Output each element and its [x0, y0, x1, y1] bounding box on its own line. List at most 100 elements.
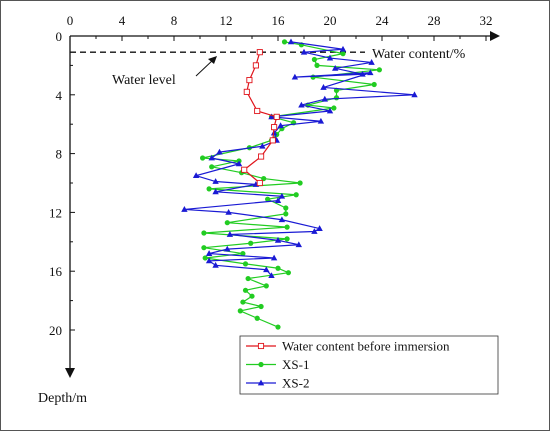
y-tick-label: 8	[56, 147, 63, 162]
data-point	[254, 107, 261, 115]
x-axis-title: Water content/%	[372, 47, 466, 62]
x-tick-label: 8	[171, 13, 178, 28]
data-point	[243, 88, 250, 95]
series-line	[202, 41, 380, 328]
data-point	[212, 261, 219, 268]
legend-box	[239, 335, 499, 395]
data-point	[310, 74, 316, 80]
data-point	[311, 56, 317, 63]
data-point	[237, 308, 243, 314]
data-point	[284, 236, 290, 242]
data-point	[287, 38, 295, 45]
data-point	[316, 225, 323, 231]
data-point	[339, 45, 347, 52]
data-point	[263, 283, 269, 289]
data-point	[258, 361, 264, 368]
data-point	[254, 315, 260, 321]
legend: Water content before immersion XS-1 XS-2	[239, 335, 499, 395]
data-point	[241, 166, 248, 173]
legend-label: Water content before immersion	[282, 339, 450, 354]
data-point	[212, 188, 219, 195]
x-tick-label: 28	[428, 13, 441, 28]
data-point	[181, 206, 188, 212]
series-0	[241, 49, 280, 187]
data-point	[297, 180, 303, 186]
y-tick-label: 20	[49, 323, 62, 338]
data-point	[205, 257, 213, 264]
data-point	[376, 67, 382, 73]
data-point	[274, 236, 282, 243]
water-level-pointer-head	[208, 56, 217, 64]
data-point	[246, 77, 253, 84]
data-point	[278, 216, 286, 223]
data-point	[240, 299, 246, 305]
series-1	[200, 39, 382, 330]
y-tick-label: 16	[49, 264, 63, 279]
data-point	[201, 245, 207, 251]
data-point	[274, 197, 282, 204]
x-tick-label: 20	[324, 13, 337, 28]
water-level-pointer	[195, 58, 215, 77]
data-point	[333, 95, 340, 101]
x-axis-arrow	[490, 31, 500, 41]
x-tick-label: 0	[67, 13, 74, 28]
data-point	[225, 209, 232, 215]
data-point	[371, 81, 377, 88]
data-point	[252, 62, 259, 69]
data-point	[277, 122, 284, 129]
data-point	[258, 153, 265, 160]
data-point	[216, 148, 223, 155]
data-point	[275, 265, 281, 271]
data-point	[245, 275, 251, 282]
data-point	[224, 220, 230, 226]
water-level-annotation: Water level	[112, 73, 176, 88]
series-group	[181, 38, 418, 330]
data-point	[208, 154, 215, 161]
data-point	[212, 178, 219, 184]
data-point	[331, 105, 337, 111]
data-point	[275, 324, 281, 330]
data-point	[258, 303, 264, 310]
y-tick-label: 12	[49, 205, 62, 220]
data-point	[314, 62, 320, 68]
data-point	[261, 175, 267, 182]
data-point	[249, 293, 255, 299]
data-point	[270, 254, 278, 261]
data-point	[300, 48, 308, 55]
data-point	[202, 255, 208, 261]
data-point	[235, 160, 243, 167]
data-point	[295, 241, 302, 248]
data-point	[200, 155, 206, 161]
data-point	[271, 124, 278, 131]
y-tick-label: 4	[56, 88, 63, 103]
data-point	[257, 342, 265, 350]
x-tick-label: 4	[119, 13, 126, 28]
x-tick-label: 24	[376, 13, 390, 28]
data-point	[283, 211, 289, 217]
data-point	[317, 117, 325, 124]
data-point	[268, 272, 275, 279]
data-point	[240, 250, 246, 257]
legend-label: XS-1	[282, 357, 309, 372]
data-point	[265, 196, 271, 202]
data-point	[263, 266, 270, 273]
data-point	[278, 192, 286, 199]
data-point	[226, 231, 234, 237]
data-point	[332, 64, 339, 71]
data-point	[257, 379, 265, 386]
data-point	[256, 49, 263, 56]
y-axis-arrow	[65, 368, 75, 378]
data-point	[326, 107, 334, 114]
data-point	[242, 287, 249, 293]
series-line	[184, 41, 415, 277]
data-point	[320, 84, 327, 90]
data-point	[326, 54, 334, 61]
data-point	[321, 95, 328, 102]
x-tick-label: 12	[220, 13, 233, 28]
data-point	[340, 51, 346, 57]
data-point	[281, 39, 288, 45]
data-point	[298, 101, 305, 108]
data-point	[248, 240, 254, 246]
legend-label: XS-2	[282, 376, 309, 391]
data-point	[256, 179, 263, 187]
